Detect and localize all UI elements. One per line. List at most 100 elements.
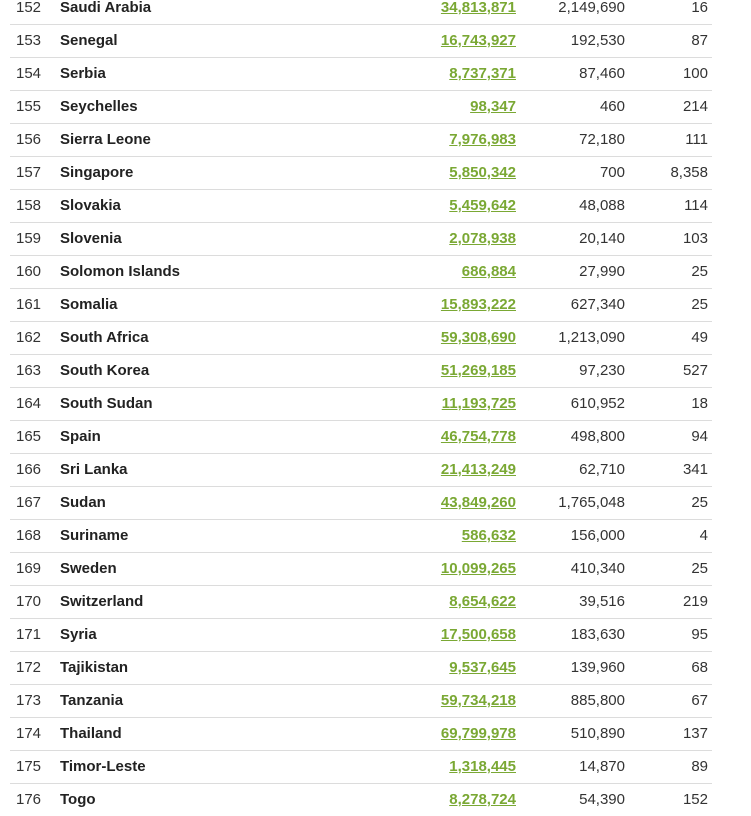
rank-cell: 155 (16, 98, 42, 115)
population-link[interactable]: 43,849,260 (440, 494, 516, 511)
population-link[interactable]: 21,413,249 (440, 461, 516, 478)
rank-cell: 169 (16, 560, 42, 577)
population-link[interactable]: 5,459,642 (449, 197, 516, 214)
table-row: 160 Solomon Islands 686,884 27,990 25 (10, 256, 712, 289)
area-cell: 2,149,690 (558, 0, 625, 16)
table-row: 167 Sudan 43,849,260 1,765,048 25 (10, 487, 712, 520)
country-cell: Serbia (60, 65, 106, 82)
population-link[interactable]: 8,654,622 (449, 593, 516, 610)
rank-cell: 158 (16, 197, 42, 214)
country-cell: South Africa (60, 329, 149, 346)
population-link[interactable]: 7,976,983 (449, 131, 516, 148)
rank-cell: 152 (16, 0, 42, 16)
area-cell: 62,710 (579, 461, 625, 478)
population-link[interactable]: 17,500,658 (440, 626, 516, 643)
population-link[interactable]: 5,850,342 (449, 164, 516, 181)
density-cell: 25 (691, 296, 708, 313)
population-link[interactable]: 586,632 (461, 527, 516, 544)
country-cell: Saudi Arabia (60, 0, 152, 16)
density-cell: 111 (685, 131, 708, 148)
population-table: 152 Saudi Arabia 34,813,871 2,149,690 16… (10, 0, 712, 816)
country-cell: South Korea (60, 362, 150, 379)
density-cell: 103 (682, 230, 708, 247)
table-row: 153 Senegal 16,743,927 192,530 87 (10, 25, 712, 58)
density-cell: 137 (682, 725, 708, 742)
area-cell: 72,180 (579, 131, 625, 148)
rank-cell: 159 (16, 230, 42, 247)
density-cell: 8,358 (670, 164, 708, 181)
table-row: 171 Syria 17,500,658 183,630 95 (10, 619, 712, 652)
population-link[interactable]: 16,743,927 (440, 32, 516, 49)
table-row: 176 Togo 8,278,724 54,390 152 (10, 784, 712, 816)
area-cell: 627,340 (570, 296, 625, 313)
rank-cell: 156 (16, 131, 42, 148)
rank-cell: 163 (16, 362, 42, 379)
population-link[interactable]: 10,099,265 (440, 560, 516, 577)
table-row: 164 South Sudan 11,193,725 610,952 18 (10, 388, 712, 421)
population-link[interactable]: 46,754,778 (440, 428, 516, 445)
country-cell: Sri Lanka (60, 461, 128, 478)
population-link[interactable]: 59,734,218 (440, 692, 516, 709)
country-cell: Spain (60, 428, 101, 445)
rank-cell: 160 (16, 263, 42, 280)
density-cell: 25 (691, 494, 708, 511)
area-cell: 156,000 (570, 527, 625, 544)
area-cell: 1,213,090 (558, 329, 625, 346)
area-cell: 510,890 (570, 725, 625, 742)
population-link[interactable]: 51,269,185 (440, 362, 516, 379)
density-cell: 152 (682, 791, 708, 808)
population-link[interactable]: 8,278,724 (449, 791, 516, 808)
table-row: 166 Sri Lanka 21,413,249 62,710 341 (10, 454, 712, 487)
rank-cell: 173 (16, 692, 42, 709)
country-cell: Thailand (60, 725, 122, 742)
table-row: 168 Suriname 586,632 156,000 4 (10, 520, 712, 553)
table-row: 155 Seychelles 98,347 460 214 (10, 91, 712, 124)
rank-cell: 153 (16, 32, 42, 49)
area-cell: 610,952 (570, 395, 625, 412)
density-cell: 18 (691, 395, 708, 412)
area-cell: 27,990 (579, 263, 625, 280)
country-cell: Seychelles (60, 98, 138, 115)
density-cell: 341 (682, 461, 708, 478)
table-row: 162 South Africa 59,308,690 1,213,090 49 (10, 322, 712, 355)
table-row: 154 Serbia 8,737,371 87,460 100 (10, 58, 712, 91)
country-cell: Sweden (60, 560, 117, 577)
rank-cell: 167 (16, 494, 42, 511)
rank-cell: 168 (16, 527, 42, 544)
density-cell: 95 (691, 626, 708, 643)
country-cell: Tanzania (60, 692, 124, 709)
table-row: 174 Thailand 69,799,978 510,890 137 (10, 718, 712, 751)
table-row: 170 Switzerland 8,654,622 39,516 219 (10, 586, 712, 619)
area-cell: 700 (599, 164, 625, 181)
area-cell: 885,800 (570, 692, 625, 709)
population-link[interactable]: 98,347 (470, 98, 516, 115)
table-row: 161 Somalia 15,893,222 627,340 25 (10, 289, 712, 322)
population-link[interactable]: 8,737,371 (449, 65, 516, 82)
population-link[interactable]: 11,193,725 (441, 395, 516, 412)
area-cell: 139,960 (570, 659, 625, 676)
population-link[interactable]: 34,813,871 (440, 0, 516, 16)
area-cell: 192,530 (570, 32, 625, 49)
population-link[interactable]: 686,884 (461, 263, 516, 280)
rank-cell: 172 (16, 659, 42, 676)
table-row: 156 Sierra Leone 7,976,983 72,180 111 (10, 124, 712, 157)
density-cell: 25 (691, 560, 708, 577)
density-cell: 214 (682, 98, 708, 115)
country-cell: Timor-Leste (60, 758, 146, 775)
country-cell: Somalia (60, 296, 118, 313)
population-link[interactable]: 69,799,978 (440, 725, 516, 742)
population-link[interactable]: 59,308,690 (440, 329, 516, 346)
density-cell: 527 (682, 362, 708, 379)
population-link[interactable]: 9,537,645 (449, 659, 516, 676)
density-cell: 68 (691, 659, 708, 676)
area-cell: 460 (599, 98, 625, 115)
country-cell: South Sudan (60, 395, 153, 412)
population-link[interactable]: 1,318,445 (449, 758, 516, 775)
population-link[interactable]: 15,893,222 (440, 296, 516, 313)
population-link[interactable]: 2,078,938 (449, 230, 516, 247)
country-cell: Switzerland (60, 593, 144, 610)
rank-cell: 176 (16, 791, 42, 808)
density-cell: 114 (684, 197, 708, 214)
density-cell: 16 (691, 0, 708, 16)
table-row: 172 Tajikistan 9,537,645 139,960 68 (10, 652, 712, 685)
